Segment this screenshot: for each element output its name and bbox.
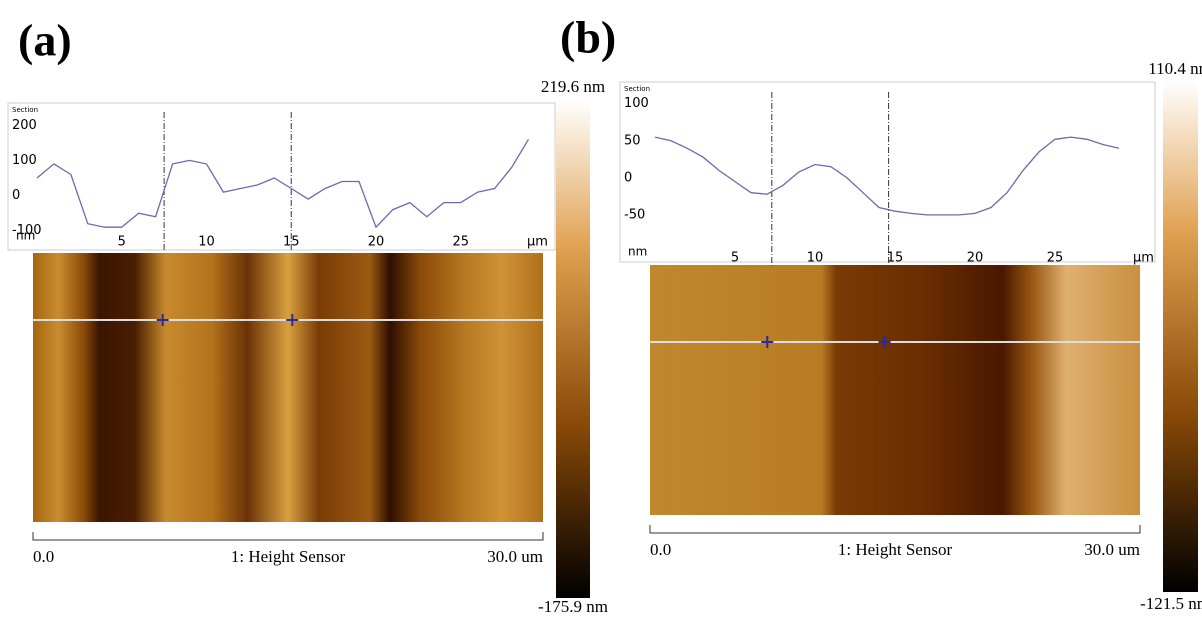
scale-end: 30.0 um <box>487 547 543 566</box>
y-tick-label: -50 <box>624 207 645 222</box>
afm-image <box>33 253 543 522</box>
colorbar-bottom: -121.5 nm <box>1140 594 1202 613</box>
x-tick-label: 25 <box>1047 251 1064 266</box>
scale-bar <box>32 532 544 541</box>
colorbar-top: 219.6 nm <box>541 77 605 96</box>
y-tick-label: 100 <box>624 96 649 111</box>
afm-image <box>650 265 1140 515</box>
x-tick-label: 5 <box>731 251 739 266</box>
y-tick-label: 0 <box>624 170 632 185</box>
x-tick-label: 10 <box>198 235 215 250</box>
x-tick-label: 10 <box>807 251 824 266</box>
x-axis-label: µm <box>1133 251 1154 266</box>
cursor-cross <box>761 336 774 348</box>
colorbar-top: 110.4 nm <box>1148 59 1202 78</box>
colorbar-bottom: -175.9 nm <box>538 597 608 616</box>
cursor-cross <box>156 314 169 326</box>
section-box <box>619 81 1156 263</box>
y-axis-label: nm <box>628 245 647 259</box>
scale-end: 30.0 um <box>1084 540 1140 559</box>
color-bar <box>1163 80 1198 592</box>
section-box <box>7 102 556 251</box>
cursor-cross <box>286 314 299 326</box>
color-bar <box>556 100 590 598</box>
section-title: Section <box>12 106 38 114</box>
scale-start: 0.0 <box>33 547 54 566</box>
image-caption: 1: Height Sensor <box>838 540 953 559</box>
y-tick-label: -100 <box>12 223 42 238</box>
x-tick-label: 15 <box>887 251 904 266</box>
x-axis-label: µm <box>527 235 548 250</box>
x-tick-label: 5 <box>118 235 126 250</box>
section-title: Section <box>624 85 650 93</box>
y-tick-label: 100 <box>12 153 37 168</box>
y-axis-label: nm <box>16 229 35 243</box>
scale-bar <box>649 525 1141 534</box>
profile-line <box>36 138 530 229</box>
panel-label: (b) <box>560 12 616 63</box>
x-tick-label: 20 <box>368 235 385 250</box>
profile-line <box>654 136 1120 216</box>
y-tick-label: 50 <box>624 133 641 148</box>
y-tick-label: 200 <box>12 118 37 133</box>
scale-start: 0.0 <box>650 540 671 559</box>
x-tick-label: 25 <box>452 235 469 250</box>
x-tick-label: 20 <box>967 251 984 266</box>
y-tick-label: 0 <box>12 188 20 203</box>
cursor-cross <box>878 336 891 348</box>
panel-label: (a) <box>18 15 72 66</box>
image-caption: 1: Height Sensor <box>231 547 346 566</box>
